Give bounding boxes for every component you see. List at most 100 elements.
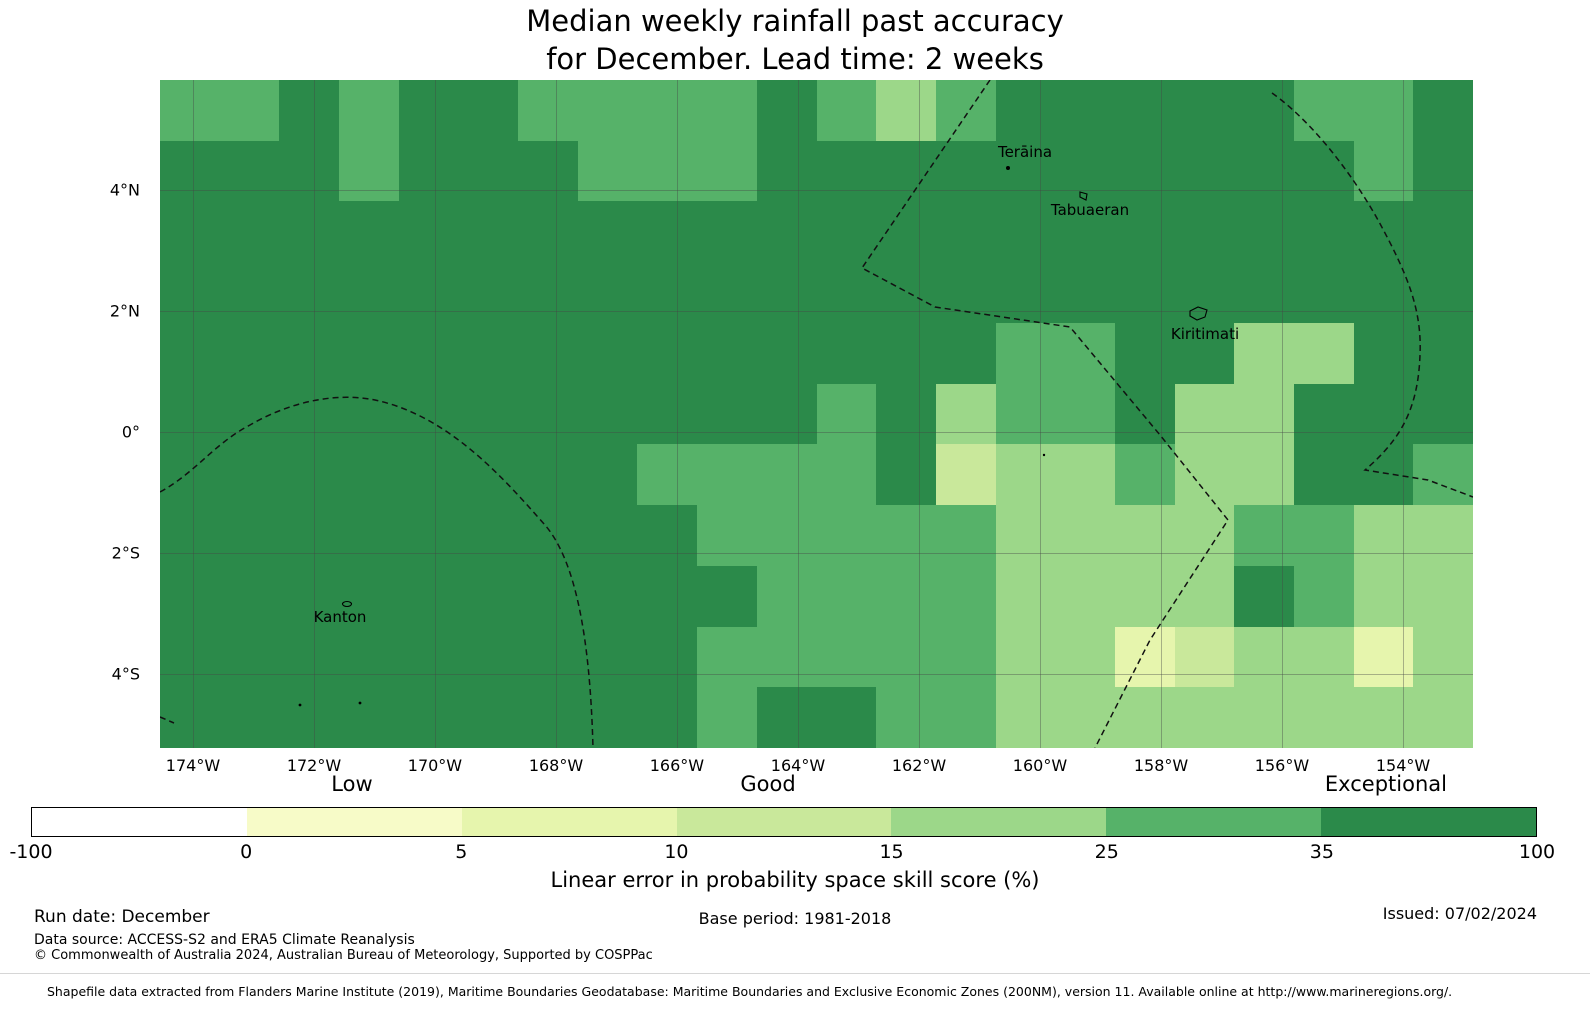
map-cell [637,262,698,323]
map-cell [697,201,757,263]
map-cell [219,444,280,506]
map-cell [398,140,459,202]
map-cell [1353,80,1414,141]
map-cell [1174,262,1235,323]
map-cell [816,565,877,627]
map-cell [1413,626,1473,688]
map-cell [1174,140,1235,202]
map-cell [995,444,1056,506]
map-cell [995,80,1056,141]
map-cell [995,140,1056,202]
map-cell [398,687,459,748]
map-cell [756,262,817,323]
map-cell [876,444,936,506]
colorbar-tick-label: -100 [9,841,53,863]
map-cell [219,565,280,627]
map-cell [935,140,996,202]
skill-label: Exceptional [1324,772,1447,796]
map-cell [876,262,936,323]
map-cell [1353,262,1414,323]
colorbar-segment [891,808,1107,836]
map-cell [219,80,280,141]
colorbar-tick-labels: -100 0 5 10 15 25 35 100 [9,839,1555,865]
map-cell [1413,80,1473,141]
map-cell [1114,565,1175,627]
map-cell [756,201,817,263]
x-tick-label: 162°W [891,756,947,775]
map-cell [1413,140,1473,202]
map-cell [816,687,877,748]
map-cell [518,565,578,627]
y-tick-label: 4°N [109,180,140,200]
map-cell [876,565,936,627]
map-cell [1055,505,1115,566]
map-cell [219,262,280,323]
x-tick-label: 164°W [770,756,826,775]
map-cell [577,383,638,445]
y-tick-label: 0° [121,422,140,442]
map-cell [637,80,698,141]
map-cell [1413,444,1473,506]
map-cell [160,201,220,263]
map-cell [518,140,578,202]
map-cell [1174,505,1235,566]
colorbar-segment [1321,808,1537,836]
map-cell [339,444,399,506]
map-cell [995,383,1056,445]
map-cell [935,626,996,688]
map-cell [1353,687,1414,748]
skill-labels: Low Good Exceptional [160,772,1473,802]
map-cell [995,505,1056,566]
map-cell [1353,140,1414,202]
map-cell [219,687,280,748]
map-cell [518,505,578,566]
map-cell [279,201,340,263]
map-cell [160,687,220,748]
map-cell [160,322,220,384]
x-axis-labels: 174°W 172°W 170°W 168°W 166°W 164°W 162°W 160°W… [160,752,1473,778]
map-cell [398,444,459,506]
map-cell [1055,383,1115,445]
footer-divider [0,973,1590,974]
map-cell [876,201,936,263]
colorbar-tick-label: 100 [1518,841,1556,863]
map-cell [160,140,220,202]
map-cell [995,322,1056,384]
map-cell [279,687,340,748]
map-cell [339,383,399,445]
map-cell [577,687,638,748]
map-cell [876,322,936,384]
map-cell [816,201,877,263]
map-cell [876,626,936,688]
map-cell [398,626,459,688]
map-cell [1234,444,1294,506]
map-cell [518,383,578,445]
map-cell [1234,383,1294,445]
map-cell [697,80,757,141]
map-cell [577,140,638,202]
map-cell [935,565,996,627]
map-cell [876,80,936,141]
map-cell [279,262,340,323]
map-cell [577,444,638,506]
issued-date-text: Issued: 07/02/2024 [1382,904,1537,923]
map-cell [697,444,757,506]
map-cell [995,201,1056,263]
map-cell [1234,687,1294,748]
map-cell [279,383,340,445]
map-cell [1293,687,1354,748]
map-cell [160,626,220,688]
map-cell [1114,262,1175,323]
map-cell [577,322,638,384]
map-cell [816,262,877,323]
map-cell [935,80,996,141]
map-cell [1055,687,1115,748]
map-cell [1293,262,1354,323]
x-tick-label: 154°W [1375,756,1431,775]
map-cell [995,626,1056,688]
x-tick-label: 158°W [1133,756,1189,775]
map-cell [1114,201,1175,263]
map-cell [398,80,459,141]
data-source-text: Data source: ACCESS-S2 and ERA5 Climate … [34,932,415,948]
map-cell [1293,565,1354,627]
